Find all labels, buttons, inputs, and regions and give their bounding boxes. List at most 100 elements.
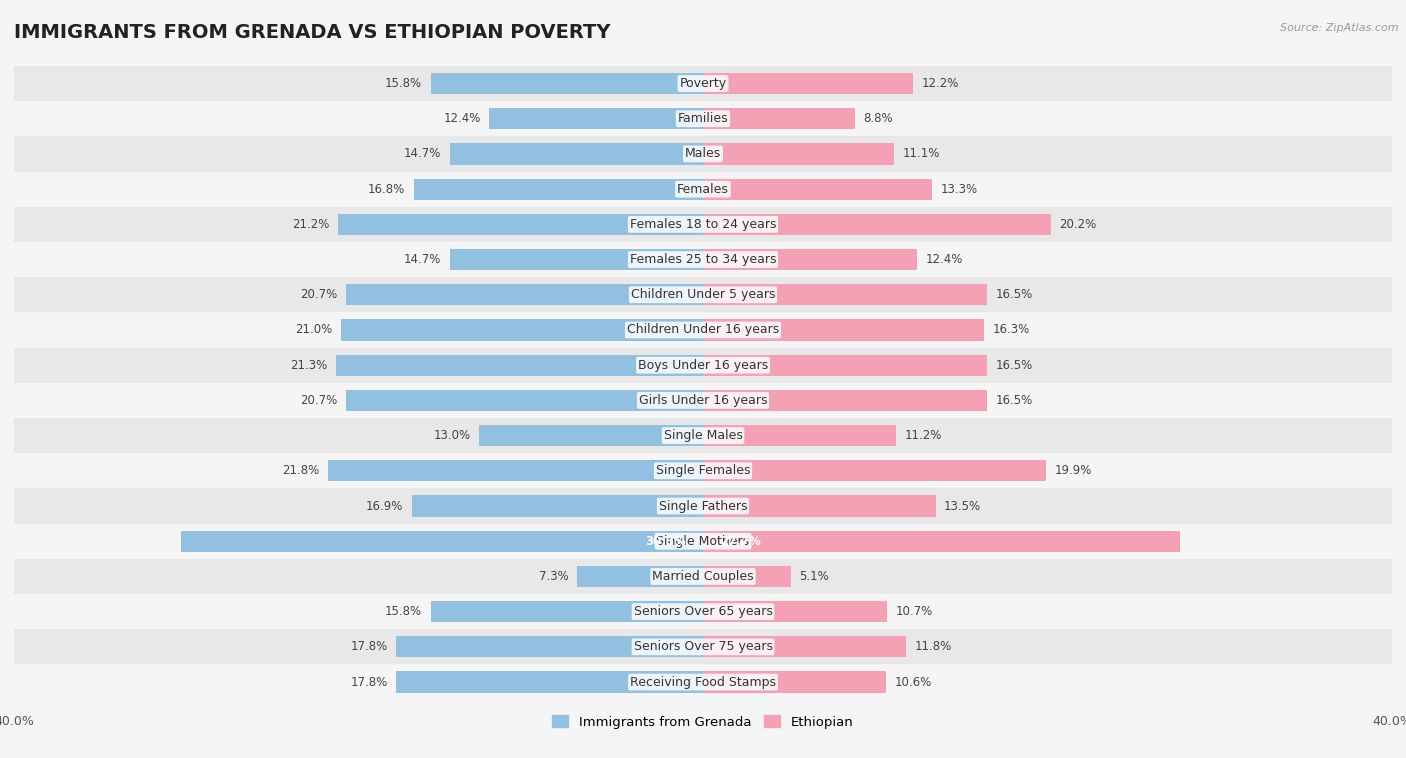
Bar (703, 460, 1046, 481)
Text: 16.5%: 16.5% (995, 359, 1033, 371)
Text: 15.8%: 15.8% (385, 605, 422, 618)
Bar (703, 143, 894, 164)
Bar (450, 249, 703, 270)
Text: 27.7%: 27.7% (720, 534, 761, 548)
Text: Children Under 5 years: Children Under 5 years (631, 288, 775, 301)
Text: 11.1%: 11.1% (903, 148, 941, 161)
Text: 11.2%: 11.2% (904, 429, 942, 442)
Bar (396, 636, 703, 657)
Bar (703, 672, 886, 693)
Text: Receiving Food Stamps: Receiving Food Stamps (630, 675, 776, 688)
Text: 12.2%: 12.2% (922, 77, 959, 90)
Bar (14, 488, 1392, 524)
Text: 17.8%: 17.8% (350, 675, 388, 688)
Legend: Immigrants from Grenada, Ethiopian: Immigrants from Grenada, Ethiopian (547, 709, 859, 734)
Text: Children Under 16 years: Children Under 16 years (627, 324, 779, 337)
Bar (14, 453, 1392, 488)
Text: 16.9%: 16.9% (366, 500, 404, 512)
Text: 20.7%: 20.7% (301, 394, 337, 407)
Bar (703, 249, 917, 270)
Bar (14, 277, 1392, 312)
Text: 21.3%: 21.3% (290, 359, 328, 371)
Bar (342, 319, 703, 340)
Text: 15.8%: 15.8% (385, 77, 422, 90)
Bar (703, 390, 987, 411)
Bar (703, 73, 912, 94)
Text: Single Males: Single Males (664, 429, 742, 442)
Bar (14, 559, 1392, 594)
Text: Source: ZipAtlas.com: Source: ZipAtlas.com (1281, 23, 1399, 33)
Bar (14, 665, 1392, 700)
Text: 13.0%: 13.0% (433, 429, 471, 442)
Bar (14, 594, 1392, 629)
Bar (14, 348, 1392, 383)
Bar (14, 242, 1392, 277)
Text: IMMIGRANTS FROM GRENADA VS ETHIOPIAN POVERTY: IMMIGRANTS FROM GRENADA VS ETHIOPIAN POV… (14, 23, 610, 42)
Bar (703, 284, 987, 305)
Bar (14, 383, 1392, 418)
Text: 12.4%: 12.4% (443, 112, 481, 125)
Text: 14.7%: 14.7% (404, 253, 441, 266)
Bar (413, 179, 703, 199)
Bar (489, 108, 703, 130)
Bar (396, 672, 703, 693)
Text: 5.1%: 5.1% (800, 570, 830, 583)
Bar (14, 418, 1392, 453)
Bar (703, 531, 1180, 552)
Text: Males: Males (685, 148, 721, 161)
Text: 21.2%: 21.2% (292, 218, 329, 231)
Bar (346, 390, 703, 411)
Text: 21.0%: 21.0% (295, 324, 333, 337)
Bar (328, 460, 703, 481)
Bar (181, 531, 703, 552)
Text: 20.7%: 20.7% (301, 288, 337, 301)
Bar (703, 566, 790, 587)
Bar (14, 524, 1392, 559)
Bar (578, 566, 703, 587)
Text: Families: Families (678, 112, 728, 125)
Text: 13.5%: 13.5% (945, 500, 981, 512)
Text: Females: Females (678, 183, 728, 196)
Bar (14, 629, 1392, 665)
Text: Single Females: Single Females (655, 465, 751, 478)
Text: 10.6%: 10.6% (894, 675, 931, 688)
Text: 16.8%: 16.8% (368, 183, 405, 196)
Bar (346, 284, 703, 305)
Bar (14, 312, 1392, 348)
Text: 12.4%: 12.4% (925, 253, 963, 266)
Text: Poverty: Poverty (679, 77, 727, 90)
Bar (479, 425, 703, 446)
Text: Seniors Over 65 years: Seniors Over 65 years (634, 605, 772, 618)
Text: 16.5%: 16.5% (995, 394, 1033, 407)
Text: 30.3%: 30.3% (645, 534, 686, 548)
Bar (14, 207, 1392, 242)
Bar (703, 319, 984, 340)
Bar (430, 601, 703, 622)
Bar (14, 171, 1392, 207)
Text: Girls Under 16 years: Girls Under 16 years (638, 394, 768, 407)
Text: 16.5%: 16.5% (995, 288, 1033, 301)
Text: Seniors Over 75 years: Seniors Over 75 years (634, 641, 772, 653)
Text: Females 18 to 24 years: Females 18 to 24 years (630, 218, 776, 231)
Text: 19.9%: 19.9% (1054, 465, 1091, 478)
Bar (14, 66, 1392, 101)
Bar (703, 179, 932, 199)
Bar (14, 136, 1392, 171)
Bar (703, 108, 855, 130)
Bar (430, 73, 703, 94)
Bar (336, 355, 703, 376)
Text: Boys Under 16 years: Boys Under 16 years (638, 359, 768, 371)
Bar (337, 214, 703, 235)
Text: 17.8%: 17.8% (350, 641, 388, 653)
Text: 20.2%: 20.2% (1060, 218, 1097, 231)
Text: 14.7%: 14.7% (404, 148, 441, 161)
Text: 7.3%: 7.3% (538, 570, 568, 583)
Text: Married Couples: Married Couples (652, 570, 754, 583)
Bar (412, 496, 703, 517)
Bar (703, 601, 887, 622)
Bar (450, 143, 703, 164)
Text: Single Fathers: Single Fathers (659, 500, 747, 512)
Bar (703, 214, 1050, 235)
Bar (703, 425, 896, 446)
Text: Females 25 to 34 years: Females 25 to 34 years (630, 253, 776, 266)
